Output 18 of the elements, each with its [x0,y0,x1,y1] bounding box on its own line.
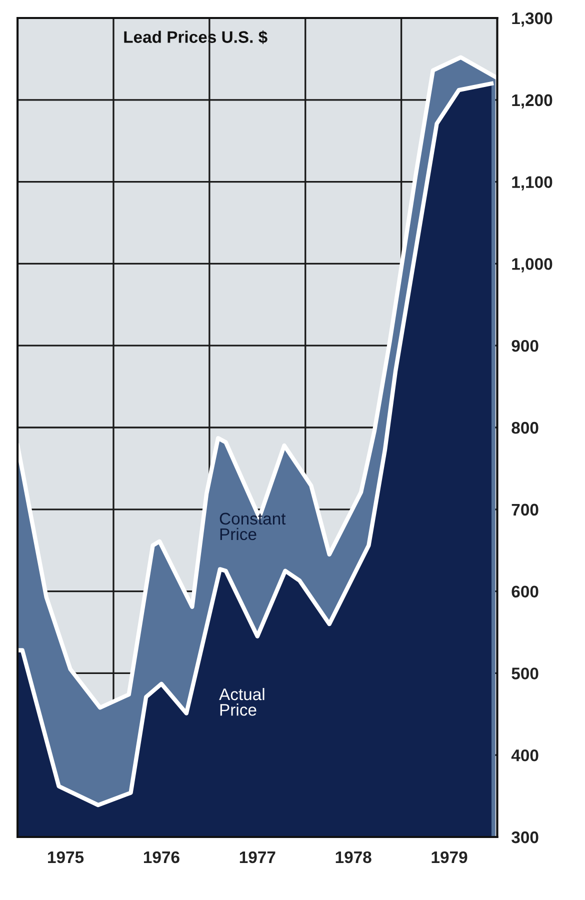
y-tick-label: 1,100 [512,176,552,190]
x-tick-label: 1975 [48,851,84,864]
y-tick-label: 400 [511,750,538,762]
y-tick-label: 700 [512,504,538,516]
y-tick-label: 900 [512,340,538,352]
y-tick-label: 300 [512,831,538,844]
y-tick-label: 500 [512,668,538,680]
x-tick-label: 1976 [144,851,180,864]
y-tick-label: 1,300 [512,12,552,27]
series-label: Constant Price [220,512,286,540]
y-tick-label: 800 [512,422,538,434]
x-tick-label: 1978 [336,851,372,864]
y-tick-label: 1,000 [512,258,552,272]
series-label: Actual Price [219,688,264,716]
x-tick-label: 1977 [240,851,276,864]
x-tick-label: 1979 [432,851,468,864]
y-tick-label: 1,200 [512,94,552,109]
y-tick-label: 600 [512,586,538,598]
